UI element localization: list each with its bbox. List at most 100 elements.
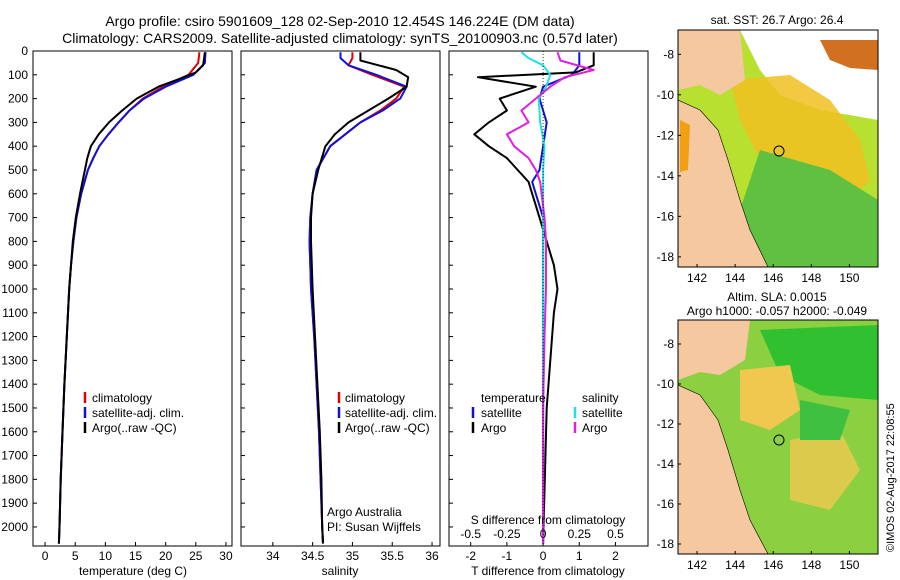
depth-tick-label: 1500: [1, 401, 28, 415]
imos-credit: ©IMOS 02-Aug-2017 22:08:55: [885, 403, 897, 552]
depth-tick-label: 100: [8, 68, 28, 82]
series-line-salinity-satellite: [520, 51, 552, 544]
depth-tick-label: 1200: [1, 330, 28, 344]
map-y-tick-label: -18: [657, 250, 675, 264]
salinity-panel-frame: [240, 50, 441, 547]
x-tick-label: 36: [425, 549, 439, 563]
series-line-climatology: [57, 52, 201, 544]
sla-high-patch-2: [790, 430, 860, 510]
temperature-plot: 0 5 10 15 20 25 30: [42, 52, 233, 563]
x-top-tick-label: -0.25: [493, 527, 521, 541]
depth-tick-label: 600: [8, 187, 28, 201]
temperature-xlabel: temperature (deg C): [79, 564, 187, 578]
sla-low-patch: [800, 400, 850, 440]
map-x-tick-label: 142: [687, 271, 707, 285]
sla-green-north: [760, 325, 878, 400]
map-x-tick-label: 146: [763, 558, 783, 572]
argo-australia-note: Argo Australia: [327, 505, 402, 519]
legend-label-climatology: climatology: [345, 391, 405, 405]
sst-land-cape-york: [678, 99, 769, 267]
sst-map-frame: [677, 29, 879, 268]
difference-plot: -2 -1 0 1 2-0.5 -0.25 0 0.25 0.5: [460, 51, 624, 563]
salinity-legend: climatology satellite-adj. clim. Argo(..…: [327, 391, 437, 534]
legend-label-sal-argo: Argo: [582, 421, 608, 435]
series-line-satellite-adj-clim-: [57, 52, 207, 544]
temperature-panel-frame: [32, 50, 233, 547]
x-top-tick-label: 0.25: [568, 527, 592, 541]
pi-note: PI: Susan Wijffels: [327, 520, 421, 534]
series-line-temperature-argo: [473, 52, 595, 544]
x-tick-label: 20: [159, 549, 173, 563]
map-y-tick-label: -8: [663, 47, 674, 61]
sst-warm-core: [730, 75, 870, 200]
depth-tick-label: 700: [8, 211, 28, 225]
legend-label-temp-argo: Argo: [481, 421, 507, 435]
difference-panel-frame: [448, 50, 649, 547]
salinity-plot: 34 34.5 35 35.5 36: [266, 52, 439, 563]
map-y-tick-label: -14: [657, 169, 675, 183]
x-tick-label: 1: [576, 549, 583, 563]
map-x-tick-label: 150: [839, 271, 859, 285]
map-y-tick-label: -10: [657, 88, 675, 102]
map-x-tick-label: 146: [763, 271, 783, 285]
title-line-1: Argo profile: csiro 5901609_128 02-Sep-2…: [105, 13, 574, 29]
depth-tick-label: 200: [8, 92, 28, 106]
legend-label-sal-satellite: satellite: [582, 406, 623, 420]
map-x-tick-label: 150: [839, 558, 859, 572]
x-tick-label: 30: [219, 549, 233, 563]
depth-tick-label: 1700: [1, 449, 28, 463]
depth-tick-label: 1400: [1, 377, 28, 391]
sla-land-north: [678, 320, 750, 380]
legend-title-temperature: temperature: [481, 391, 546, 405]
sla-map-title: Altim. SLA: 0.0015: [727, 290, 827, 304]
difference-xlabel-bottom: T difference from climatology: [471, 564, 625, 578]
legend-label-satellite: satellite-adj. clim.: [92, 406, 184, 420]
map-y-tick-label: -12: [657, 128, 675, 142]
map-y-tick-label: -8: [663, 337, 674, 351]
depth-tick-label: 0: [21, 44, 28, 58]
legend-label-temp-satellite: satellite: [481, 406, 522, 420]
series-line-argo-raw-qc-: [310, 52, 410, 544]
x-tick-label: 5: [72, 549, 79, 563]
temperature-legend: climatology satellite-adj. clim. Argo(..…: [83, 391, 184, 435]
depth-tick-label: 1800: [1, 472, 28, 486]
legend-label-argo: Argo(..raw -QC): [345, 421, 430, 435]
salinity-xlabel: salinity: [322, 564, 359, 578]
sst-argo-marker: [773, 145, 785, 157]
sla-map-frame: [677, 319, 879, 555]
sla-map: [678, 320, 878, 554]
x-tick-label: 0: [42, 549, 49, 563]
legend-label-argo: Argo(..raw -QC): [92, 421, 177, 435]
x-tick-label: -2: [465, 549, 476, 563]
map-y-tick-label: -10: [657, 377, 675, 391]
depth-tick-label: 1000: [1, 282, 28, 296]
depth-tick-label: 500: [8, 163, 28, 177]
legend-label-climatology: climatology: [92, 391, 152, 405]
series-group: [473, 51, 595, 544]
sst-map-title: sat. SST: 26.7 Argo: 26.4: [711, 13, 844, 27]
legend-label-satellite: satellite-adj. clim.: [345, 406, 437, 420]
sst-cool-south: [740, 150, 878, 267]
difference-legend: temperature salinity satellite Argo sate…: [471, 391, 623, 435]
sst-gulf-warm: [680, 120, 690, 172]
map-y-tick-label: -16: [657, 209, 675, 223]
x-tick-label: 25: [189, 549, 203, 563]
x-top-tick-label: 0.5: [607, 527, 624, 541]
legend-title-salinity: salinity: [582, 391, 619, 405]
sla-argo-marker: [773, 434, 785, 446]
depth-tick-label: 300: [8, 115, 28, 129]
depth-tick-label: 1900: [1, 496, 28, 510]
depth-tick-label: 1300: [1, 353, 28, 367]
depth-axis: 0 100 200 300 400 500 600 700 800 900 1000 1100 1200…: [1, 44, 453, 534]
x-tick-label: 35.5: [381, 549, 405, 563]
sla-map-subtitle: Argo h1000: -0.057 h2000: -0.049: [687, 304, 867, 318]
depth-tick-label: 800: [8, 234, 28, 248]
sla-land-cape-york: [678, 384, 769, 554]
x-tick-label: 34.5: [301, 549, 325, 563]
series-group: [57, 52, 207, 544]
sla-map-axes: 142 144 146 148 150 -8 -10 -12 -14 -16 -18: [657, 337, 860, 572]
depth-tick-label: 400: [8, 139, 28, 153]
x-tick-label: 10: [99, 549, 113, 563]
map-y-tick-label: -14: [657, 457, 675, 471]
